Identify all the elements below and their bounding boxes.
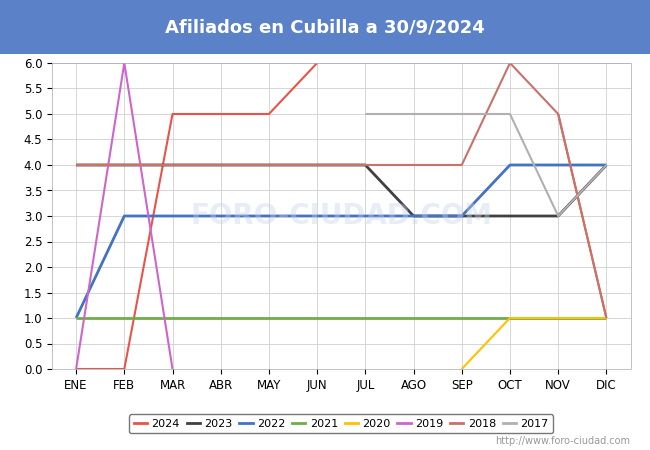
Text: Afiliados en Cubilla a 30/9/2024: Afiliados en Cubilla a 30/9/2024: [165, 18, 485, 36]
Text: FORO-CIUDAD.COM: FORO-CIUDAD.COM: [190, 202, 492, 230]
Legend: 2024, 2023, 2022, 2021, 2020, 2019, 2018, 2017: 2024, 2023, 2022, 2021, 2020, 2019, 2018…: [129, 414, 553, 433]
Text: http://www.foro-ciudad.com: http://www.foro-ciudad.com: [495, 436, 630, 446]
